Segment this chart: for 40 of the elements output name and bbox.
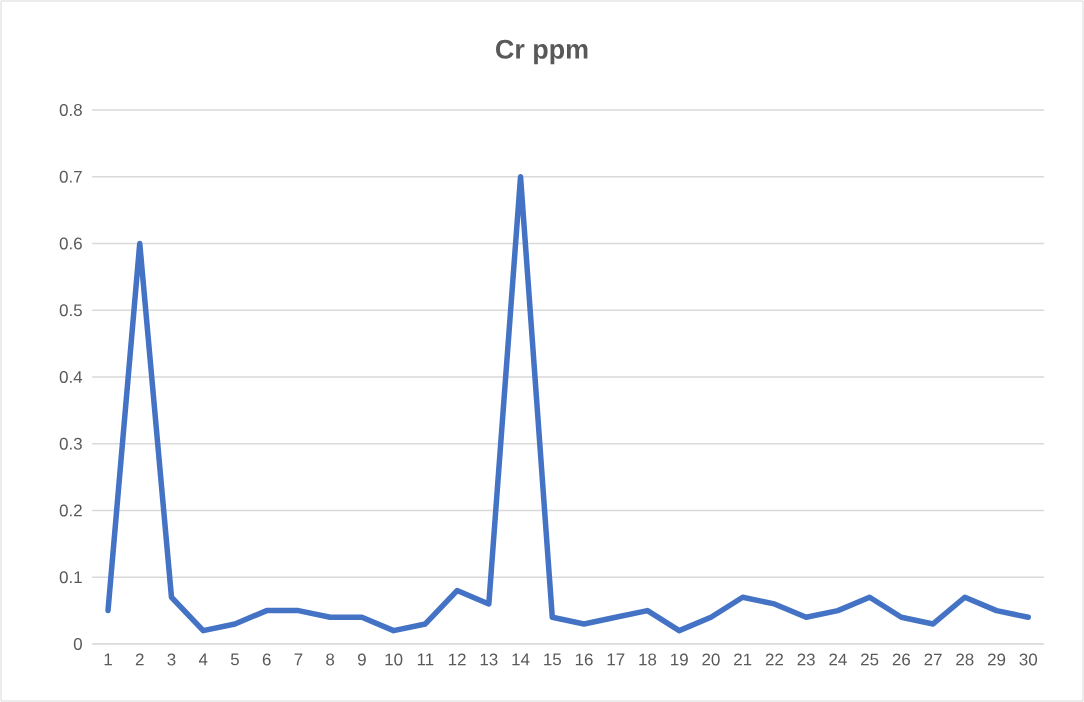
- x-tick-label: 26: [892, 653, 911, 666]
- y-tick-label: 0.3: [59, 437, 82, 450]
- y-tick-label: 0: [73, 637, 82, 650]
- x-tick-label: 18: [639, 653, 657, 666]
- x-tick-label: 20: [702, 653, 720, 666]
- y-tick-label: 0.7: [59, 170, 82, 183]
- x-tick-label: 23: [797, 653, 815, 666]
- x-tick-label: 27: [924, 653, 942, 666]
- y-tick-label: 0.1: [59, 571, 82, 584]
- x-tick-label: 11: [417, 653, 434, 666]
- x-tick-label: 25: [861, 653, 879, 666]
- y-tick-label: 0.5: [59, 304, 82, 317]
- x-tick-label: 21: [734, 653, 752, 666]
- x-tick-label: 1: [104, 653, 112, 666]
- x-tick-label: 5: [230, 653, 239, 666]
- x-tick-label: 8: [326, 653, 335, 666]
- y-tick-label: 0.4: [59, 370, 83, 383]
- x-tick-label: 13: [480, 653, 498, 666]
- x-tick-label: 15: [544, 653, 561, 666]
- x-tick-label: 9: [357, 653, 366, 666]
- x-tick-label: 14: [512, 653, 530, 666]
- x-tick-label: 22: [765, 653, 783, 666]
- x-tick-label: 19: [671, 653, 688, 666]
- x-tick-label: 16: [575, 653, 593, 666]
- y-tick-label: 0.8: [59, 103, 82, 116]
- x-tick-label: 12: [448, 653, 466, 666]
- x-tick-label: 10: [385, 653, 403, 666]
- x-tick-label: 6: [262, 653, 271, 666]
- x-tick-label: 2: [135, 653, 144, 666]
- y-tick-label: 0.6: [59, 237, 82, 250]
- x-tick-label: 30: [1019, 653, 1038, 666]
- x-tick-label: 17: [607, 653, 625, 666]
- y-tick-label: 0.2: [59, 504, 82, 517]
- x-tick-label: 24: [829, 653, 847, 666]
- x-tick-label: 3: [167, 653, 176, 666]
- chart-title: Cr ppm: [496, 39, 588, 65]
- x-tick-label: 7: [294, 653, 303, 666]
- x-tick-label: 28: [956, 653, 974, 666]
- x-tick-label: 4: [198, 653, 208, 666]
- x-tick-label: 29: [987, 653, 1006, 666]
